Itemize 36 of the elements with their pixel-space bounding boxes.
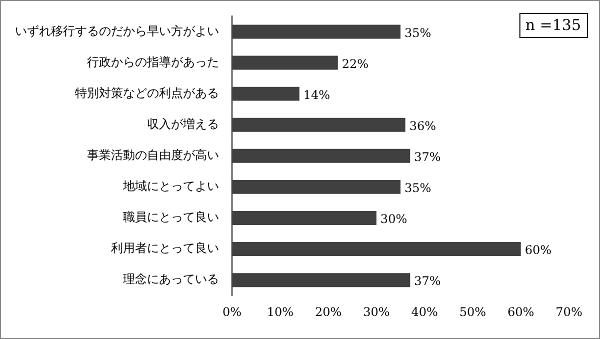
y-tick-label: 職員にとって良い [123,210,219,224]
data-label: 36% [409,118,436,133]
bar [232,118,406,132]
bar [232,24,400,39]
bar [232,273,410,288]
x-tick-label: 20% [314,304,342,319]
y-tick-label: 理念にあっている [123,272,219,286]
bar [232,86,300,101]
x-tick-label: 70% [556,304,582,319]
data-label: 35% [404,181,432,196]
bar [232,180,400,194]
x-tick-label: 30% [363,304,390,319]
data-label: 14% [303,88,330,102]
y-tick-label: 特別対策などの利点がある [75,86,219,100]
y-tick-label: 地域にとってよい [122,179,219,194]
y-tick-label: 収入が増える [147,116,219,131]
bar [232,211,376,225]
y-tick-label: いずれ移行するのだから早い方がよい [15,24,219,38]
data-label: 37% [414,150,441,164]
bar [232,148,410,163]
annotation: n =135 [525,16,582,34]
x-tick-label: 60% [508,304,534,319]
data-label: 22% [342,56,369,71]
data-label: 35% [404,26,432,40]
x-tick-label: 0% [222,304,242,319]
bar [232,56,338,70]
y-tick-label: 事業活動の自由度が高い [87,148,219,162]
x-tick-label: 50% [459,304,486,319]
x-tick-label: 40% [411,304,438,319]
y-tick-label: 利用者にとって良い [111,241,219,256]
data-label: 37% [414,274,441,288]
data-label: 30% [380,212,408,226]
bar [232,242,521,256]
data-label: 60% [524,243,552,258]
y-tick-label: 行政からの指導があった [87,54,219,69]
x-tick-label: 10% [266,304,294,319]
